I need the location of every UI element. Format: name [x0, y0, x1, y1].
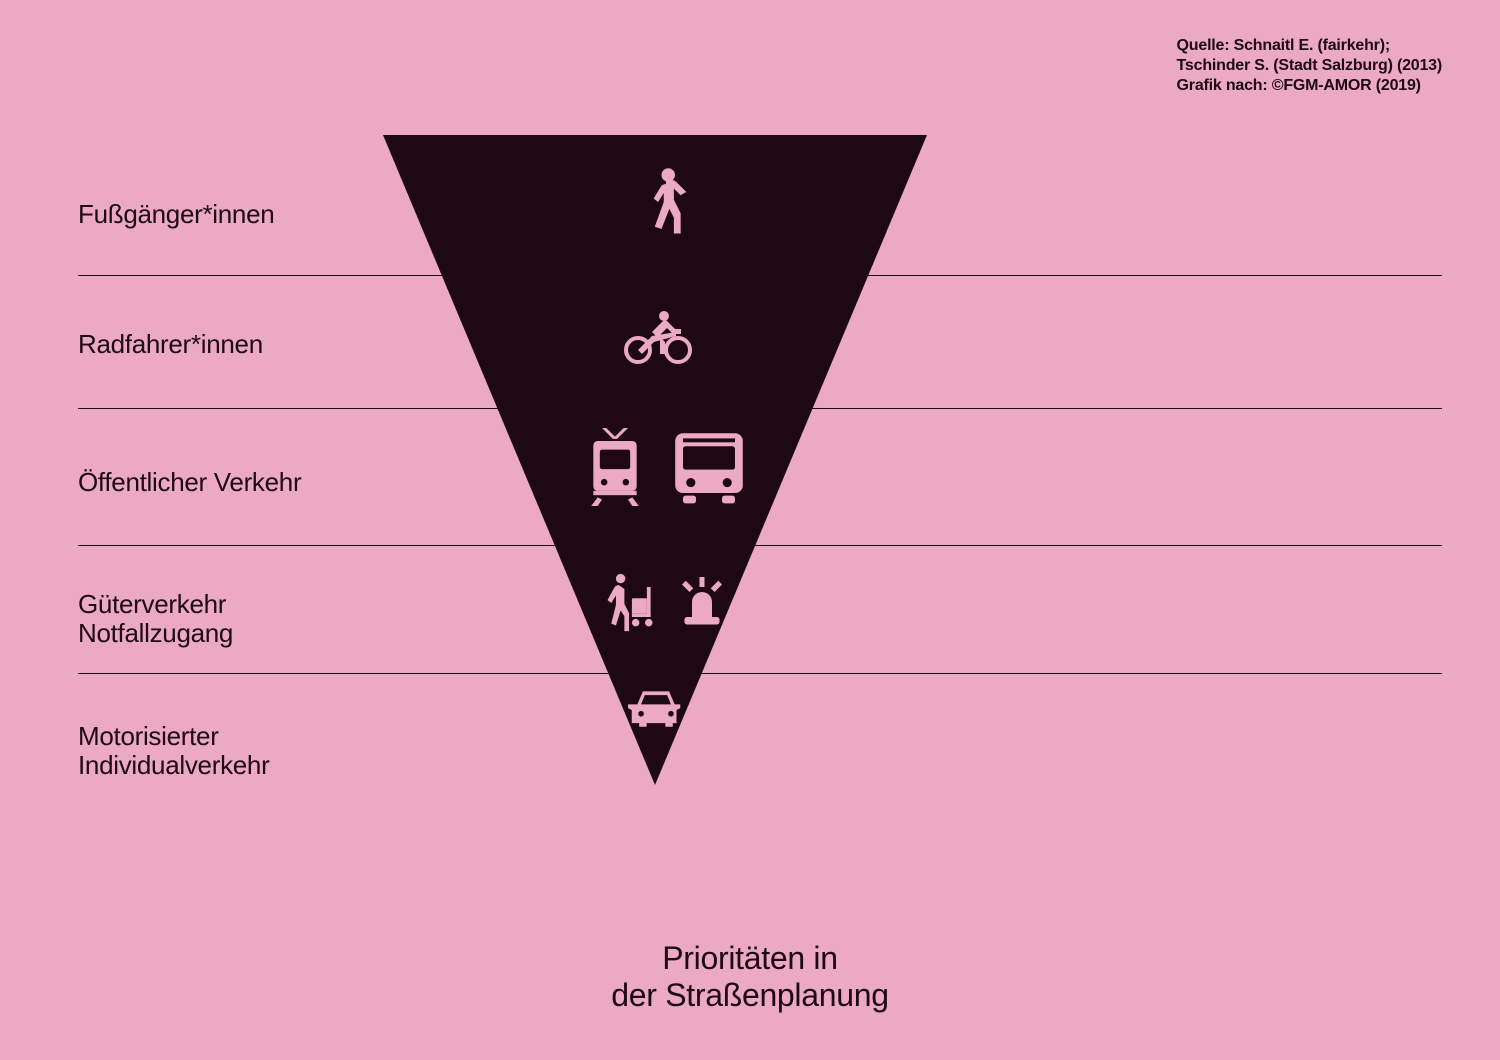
credit-line: Tschinder S. (Stadt Salzburg) (2013) — [1177, 56, 1442, 76]
row-divider — [78, 673, 1442, 674]
row-divider — [78, 275, 1442, 276]
diagram-title: Prioritäten in der Straßenplanung — [0, 940, 1500, 1014]
priority-label: MotorisierterIndividualverkehr — [78, 722, 269, 779]
priority-label: GüterverkehrNotfallzugang — [78, 590, 233, 647]
tram-icon — [576, 428, 654, 506]
priority-label: Öffentlicher Verkehr — [78, 468, 301, 497]
title-line-2: der Straßenplanung — [611, 977, 888, 1013]
pedestrian-icon — [630, 166, 702, 238]
priority-label: Fußgänger*innen — [78, 200, 274, 229]
bus-icon — [670, 428, 748, 506]
priority-label: Radfahrer*innen — [78, 330, 263, 359]
row-divider — [78, 408, 1442, 409]
row-divider — [78, 545, 1442, 546]
credit-line: Quelle: Schnaitl E. (fairkehr); — [1177, 36, 1442, 56]
title-line-1: Prioritäten in — [662, 940, 837, 976]
credit-line: Grafik nach: ©FGM-AMOR (2019) — [1177, 76, 1442, 96]
source-credit: Quelle: Schnaitl E. (fairkehr); Tschinde… — [1177, 36, 1442, 96]
siren-icon — [672, 572, 732, 632]
delivery-icon — [600, 572, 660, 632]
cyclist-icon — [622, 300, 694, 372]
car-icon — [628, 682, 684, 738]
